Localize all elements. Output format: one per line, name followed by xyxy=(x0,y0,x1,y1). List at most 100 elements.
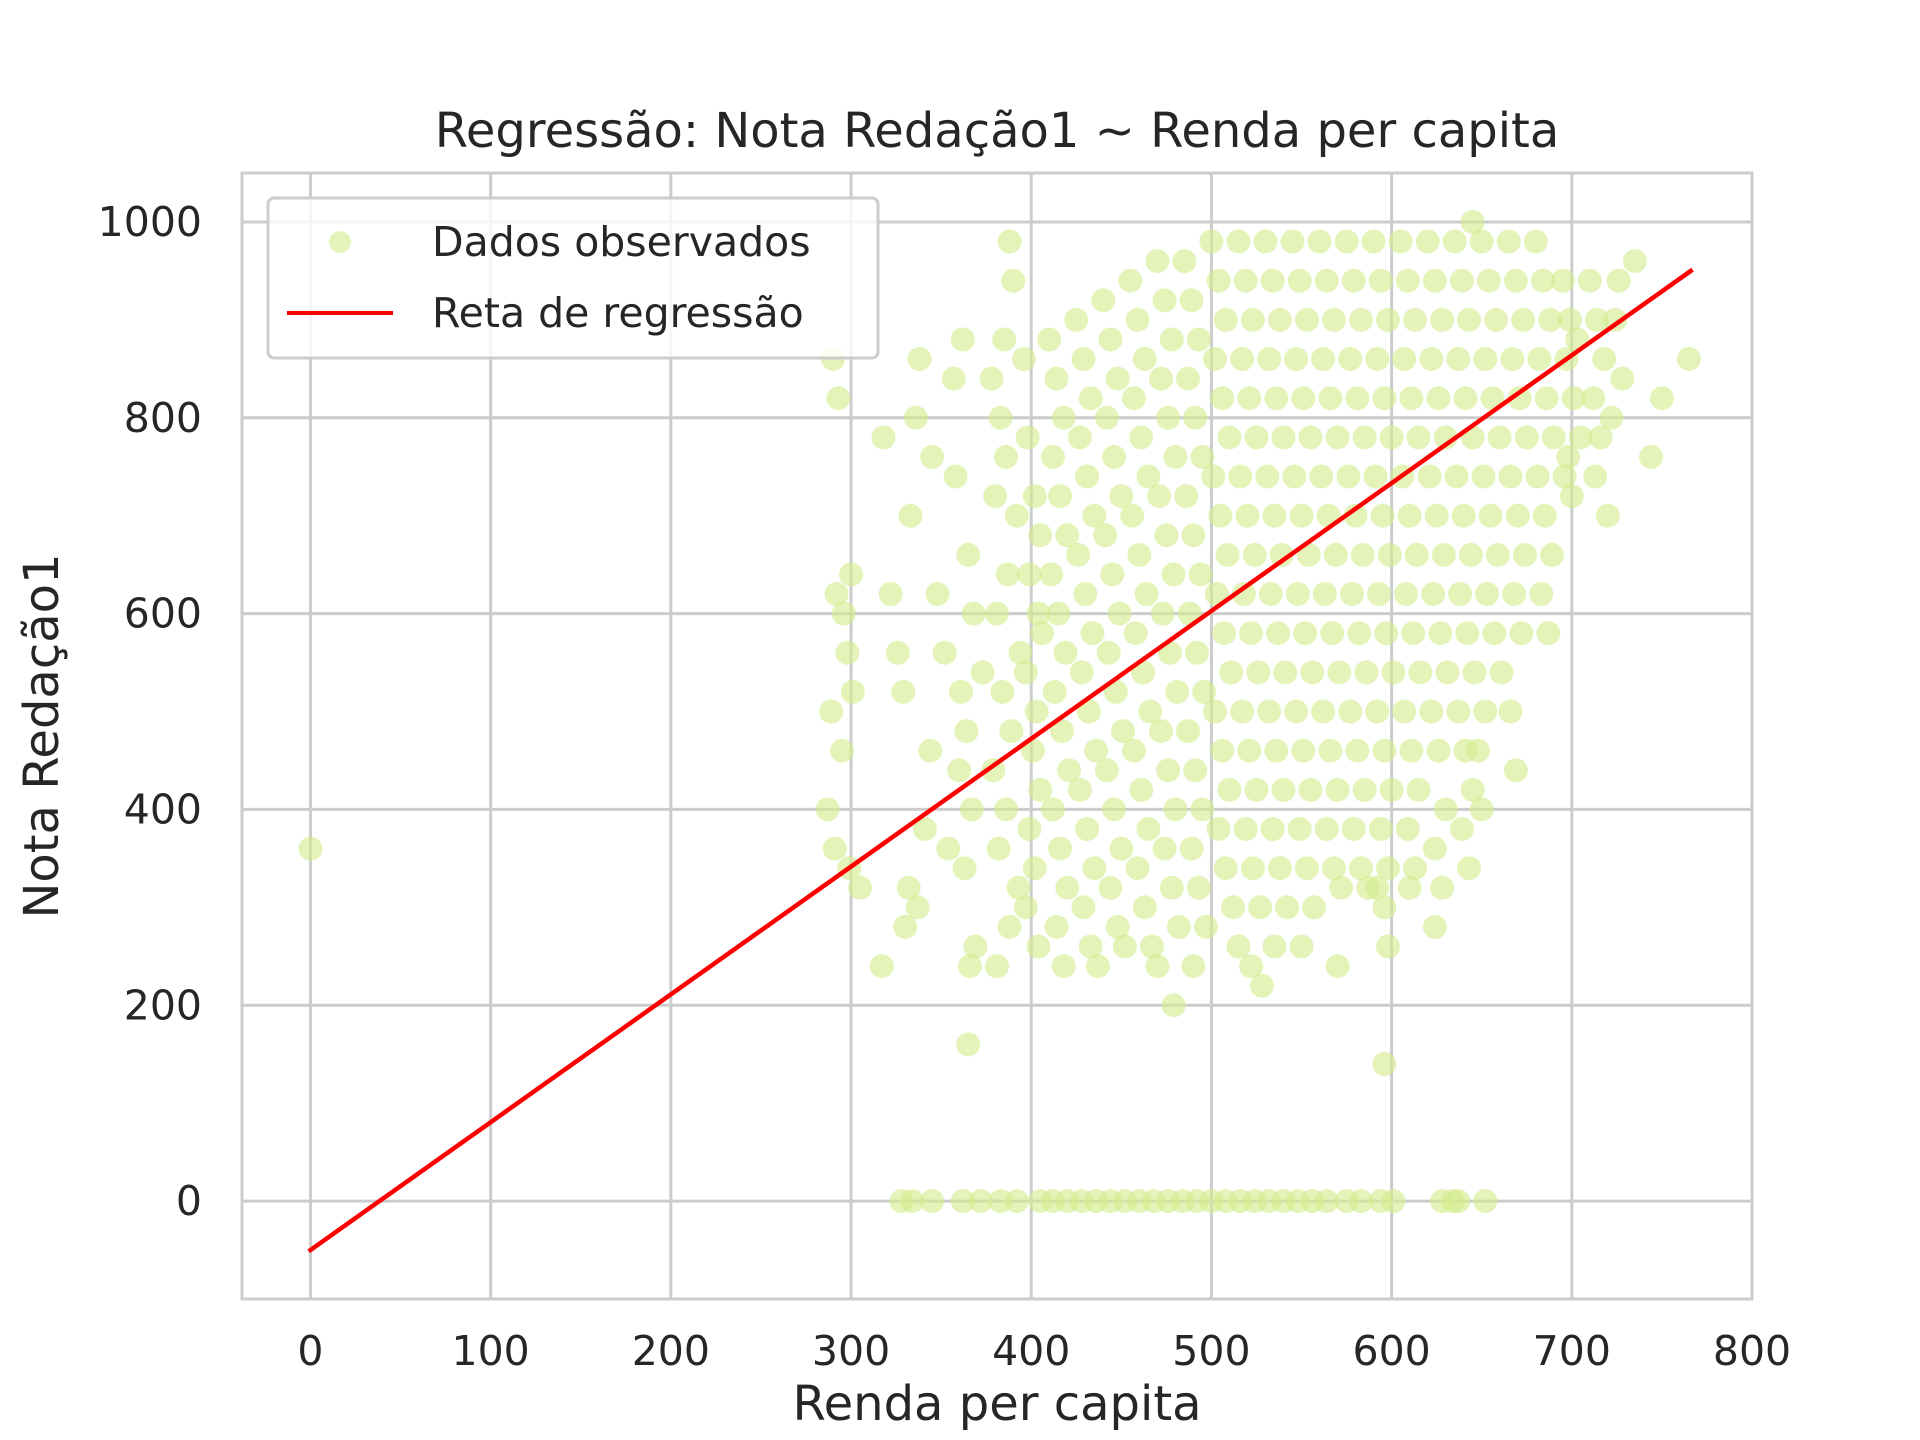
data-point xyxy=(1300,660,1325,685)
data-point xyxy=(1257,347,1282,371)
data-point xyxy=(1318,386,1343,411)
data-point xyxy=(1080,621,1105,646)
data-point xyxy=(920,1189,945,1214)
data-point xyxy=(1082,856,1107,881)
data-point xyxy=(1188,562,1213,587)
data-point xyxy=(1210,386,1235,411)
data-point xyxy=(1136,464,1161,489)
data-point xyxy=(1449,817,1474,841)
data-point xyxy=(1406,777,1431,802)
data-point xyxy=(1523,229,1548,254)
data-point xyxy=(985,954,1009,979)
data-point xyxy=(1123,621,1148,646)
data-point xyxy=(1165,679,1190,704)
data-point xyxy=(1082,503,1107,528)
data-point xyxy=(1156,758,1181,783)
data-point xyxy=(1102,797,1127,822)
data-point xyxy=(1559,484,1584,509)
x-tick-label: 100 xyxy=(452,1327,530,1375)
data-point xyxy=(1163,444,1188,469)
data-point xyxy=(1071,347,1096,371)
data-point xyxy=(1430,307,1455,332)
data-point xyxy=(1152,836,1177,861)
x-tick-label: 600 xyxy=(1352,1327,1430,1375)
data-point xyxy=(1424,503,1449,528)
data-point xyxy=(1212,621,1236,646)
data-point xyxy=(1294,856,1319,881)
data-point xyxy=(986,836,1011,861)
data-point xyxy=(1258,582,1283,606)
data-point xyxy=(1426,738,1451,763)
data-point xyxy=(1585,307,1609,332)
data-point xyxy=(1471,464,1496,489)
data-point xyxy=(1267,856,1292,881)
data-point xyxy=(1145,249,1170,274)
data-point xyxy=(871,425,896,450)
data-point xyxy=(1176,366,1200,391)
data-point xyxy=(1271,777,1296,802)
legend-label-observed: Dados observados xyxy=(432,218,811,266)
legend-box xyxy=(266,196,880,360)
data-point xyxy=(1289,934,1314,959)
data-point xyxy=(1215,542,1240,567)
data-point xyxy=(956,542,981,567)
data-point xyxy=(1208,503,1233,528)
data-point xyxy=(1583,464,1608,489)
data-point xyxy=(1015,425,1040,450)
data-point xyxy=(900,1189,925,1214)
data-point xyxy=(1595,503,1620,528)
data-point xyxy=(997,229,1022,254)
data-point xyxy=(1341,268,1366,293)
data-point xyxy=(1149,366,1173,391)
data-point xyxy=(988,405,1013,430)
data-point xyxy=(1150,601,1175,626)
y-tick-label: 400 xyxy=(124,785,202,833)
data-point xyxy=(1230,699,1255,724)
data-point xyxy=(1096,640,1121,665)
data-point xyxy=(1039,562,1064,587)
data-point xyxy=(1248,895,1273,920)
data-point xyxy=(1230,347,1255,371)
data-point xyxy=(1322,856,1346,881)
chart-title: Regressão: Nota Redação1 ~ Renda per cap… xyxy=(435,103,1560,159)
data-point xyxy=(1639,444,1664,469)
data-point xyxy=(1055,523,1080,548)
data-point xyxy=(1028,777,1053,802)
data-point xyxy=(1046,601,1071,626)
data-point xyxy=(1075,464,1100,489)
data-point xyxy=(1473,1189,1498,1214)
data-point xyxy=(1372,738,1397,763)
data-point xyxy=(1257,699,1282,724)
data-point xyxy=(1606,268,1631,293)
data-point xyxy=(1525,464,1550,489)
data-point xyxy=(1466,738,1491,763)
data-point xyxy=(1367,582,1391,606)
data-point xyxy=(1262,934,1287,959)
data-point xyxy=(1024,699,1049,724)
data-point xyxy=(1502,582,1527,606)
data-point xyxy=(992,327,1017,352)
data-point xyxy=(869,954,894,979)
data-point xyxy=(1048,484,1073,509)
data-point xyxy=(1498,699,1523,724)
data-point xyxy=(1372,1052,1397,1076)
data-point xyxy=(1298,777,1323,802)
data-point xyxy=(1022,856,1047,881)
x-axis-ticks: 0 100 200 300 400 500 600 700 800 xyxy=(297,1327,1791,1375)
data-point xyxy=(1350,542,1375,567)
data-point xyxy=(1320,621,1345,646)
data-point xyxy=(831,601,856,626)
data-point xyxy=(1190,444,1215,469)
data-point xyxy=(1336,464,1361,489)
data-point xyxy=(1487,425,1512,450)
data-point xyxy=(1527,347,1552,371)
data-point xyxy=(1109,836,1134,861)
x-tick-label: 500 xyxy=(1172,1327,1250,1375)
data-point xyxy=(1242,542,1267,567)
data-point xyxy=(1404,542,1429,567)
data-point xyxy=(1415,229,1440,254)
data-point xyxy=(1505,503,1530,528)
data-point xyxy=(1529,582,1554,606)
data-point xyxy=(1419,347,1444,371)
data-point xyxy=(1349,307,1373,332)
